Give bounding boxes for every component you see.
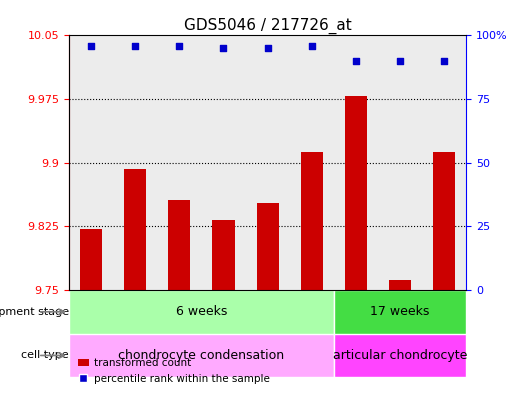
Bar (422, 35, 466, 290)
Bar (69, 290, 334, 334)
Point (440, 58, 448, 64)
Bar (378, 35, 422, 290)
Bar (301, 152, 323, 290)
Point (396, 58, 404, 64)
Bar (124, 169, 146, 290)
Text: 6 weeks: 6 weeks (176, 305, 227, 318)
Bar (80, 229, 102, 290)
Point (263, 45, 272, 51)
Bar (69, 35, 113, 290)
Bar (257, 204, 279, 290)
Point (307, 42, 316, 49)
Bar (113, 35, 157, 290)
Title: GDS5046 / 217726_at: GDS5046 / 217726_at (184, 18, 351, 34)
Point (352, 58, 360, 64)
Point (219, 45, 228, 51)
Text: articular chondrocyte: articular chondrocyte (333, 349, 467, 362)
Text: development stage: development stage (0, 307, 69, 317)
Bar (334, 35, 378, 290)
Bar (157, 35, 201, 290)
Bar (334, 334, 466, 377)
Text: 17 weeks: 17 weeks (370, 305, 430, 318)
Legend: transformed count, percentile rank within the sample: transformed count, percentile rank withi… (74, 354, 274, 388)
Bar (290, 35, 334, 290)
Text: cell type: cell type (21, 351, 69, 360)
Bar (334, 290, 466, 334)
Bar (389, 280, 411, 290)
Bar (245, 35, 290, 290)
Bar (69, 334, 334, 377)
Bar (168, 200, 190, 290)
Bar (434, 152, 455, 290)
Bar (345, 96, 367, 290)
Point (175, 42, 183, 49)
Text: chondrocyte condensation: chondrocyte condensation (118, 349, 285, 362)
Bar (201, 35, 245, 290)
Bar (213, 220, 234, 290)
Point (87, 42, 95, 49)
Point (131, 42, 139, 49)
